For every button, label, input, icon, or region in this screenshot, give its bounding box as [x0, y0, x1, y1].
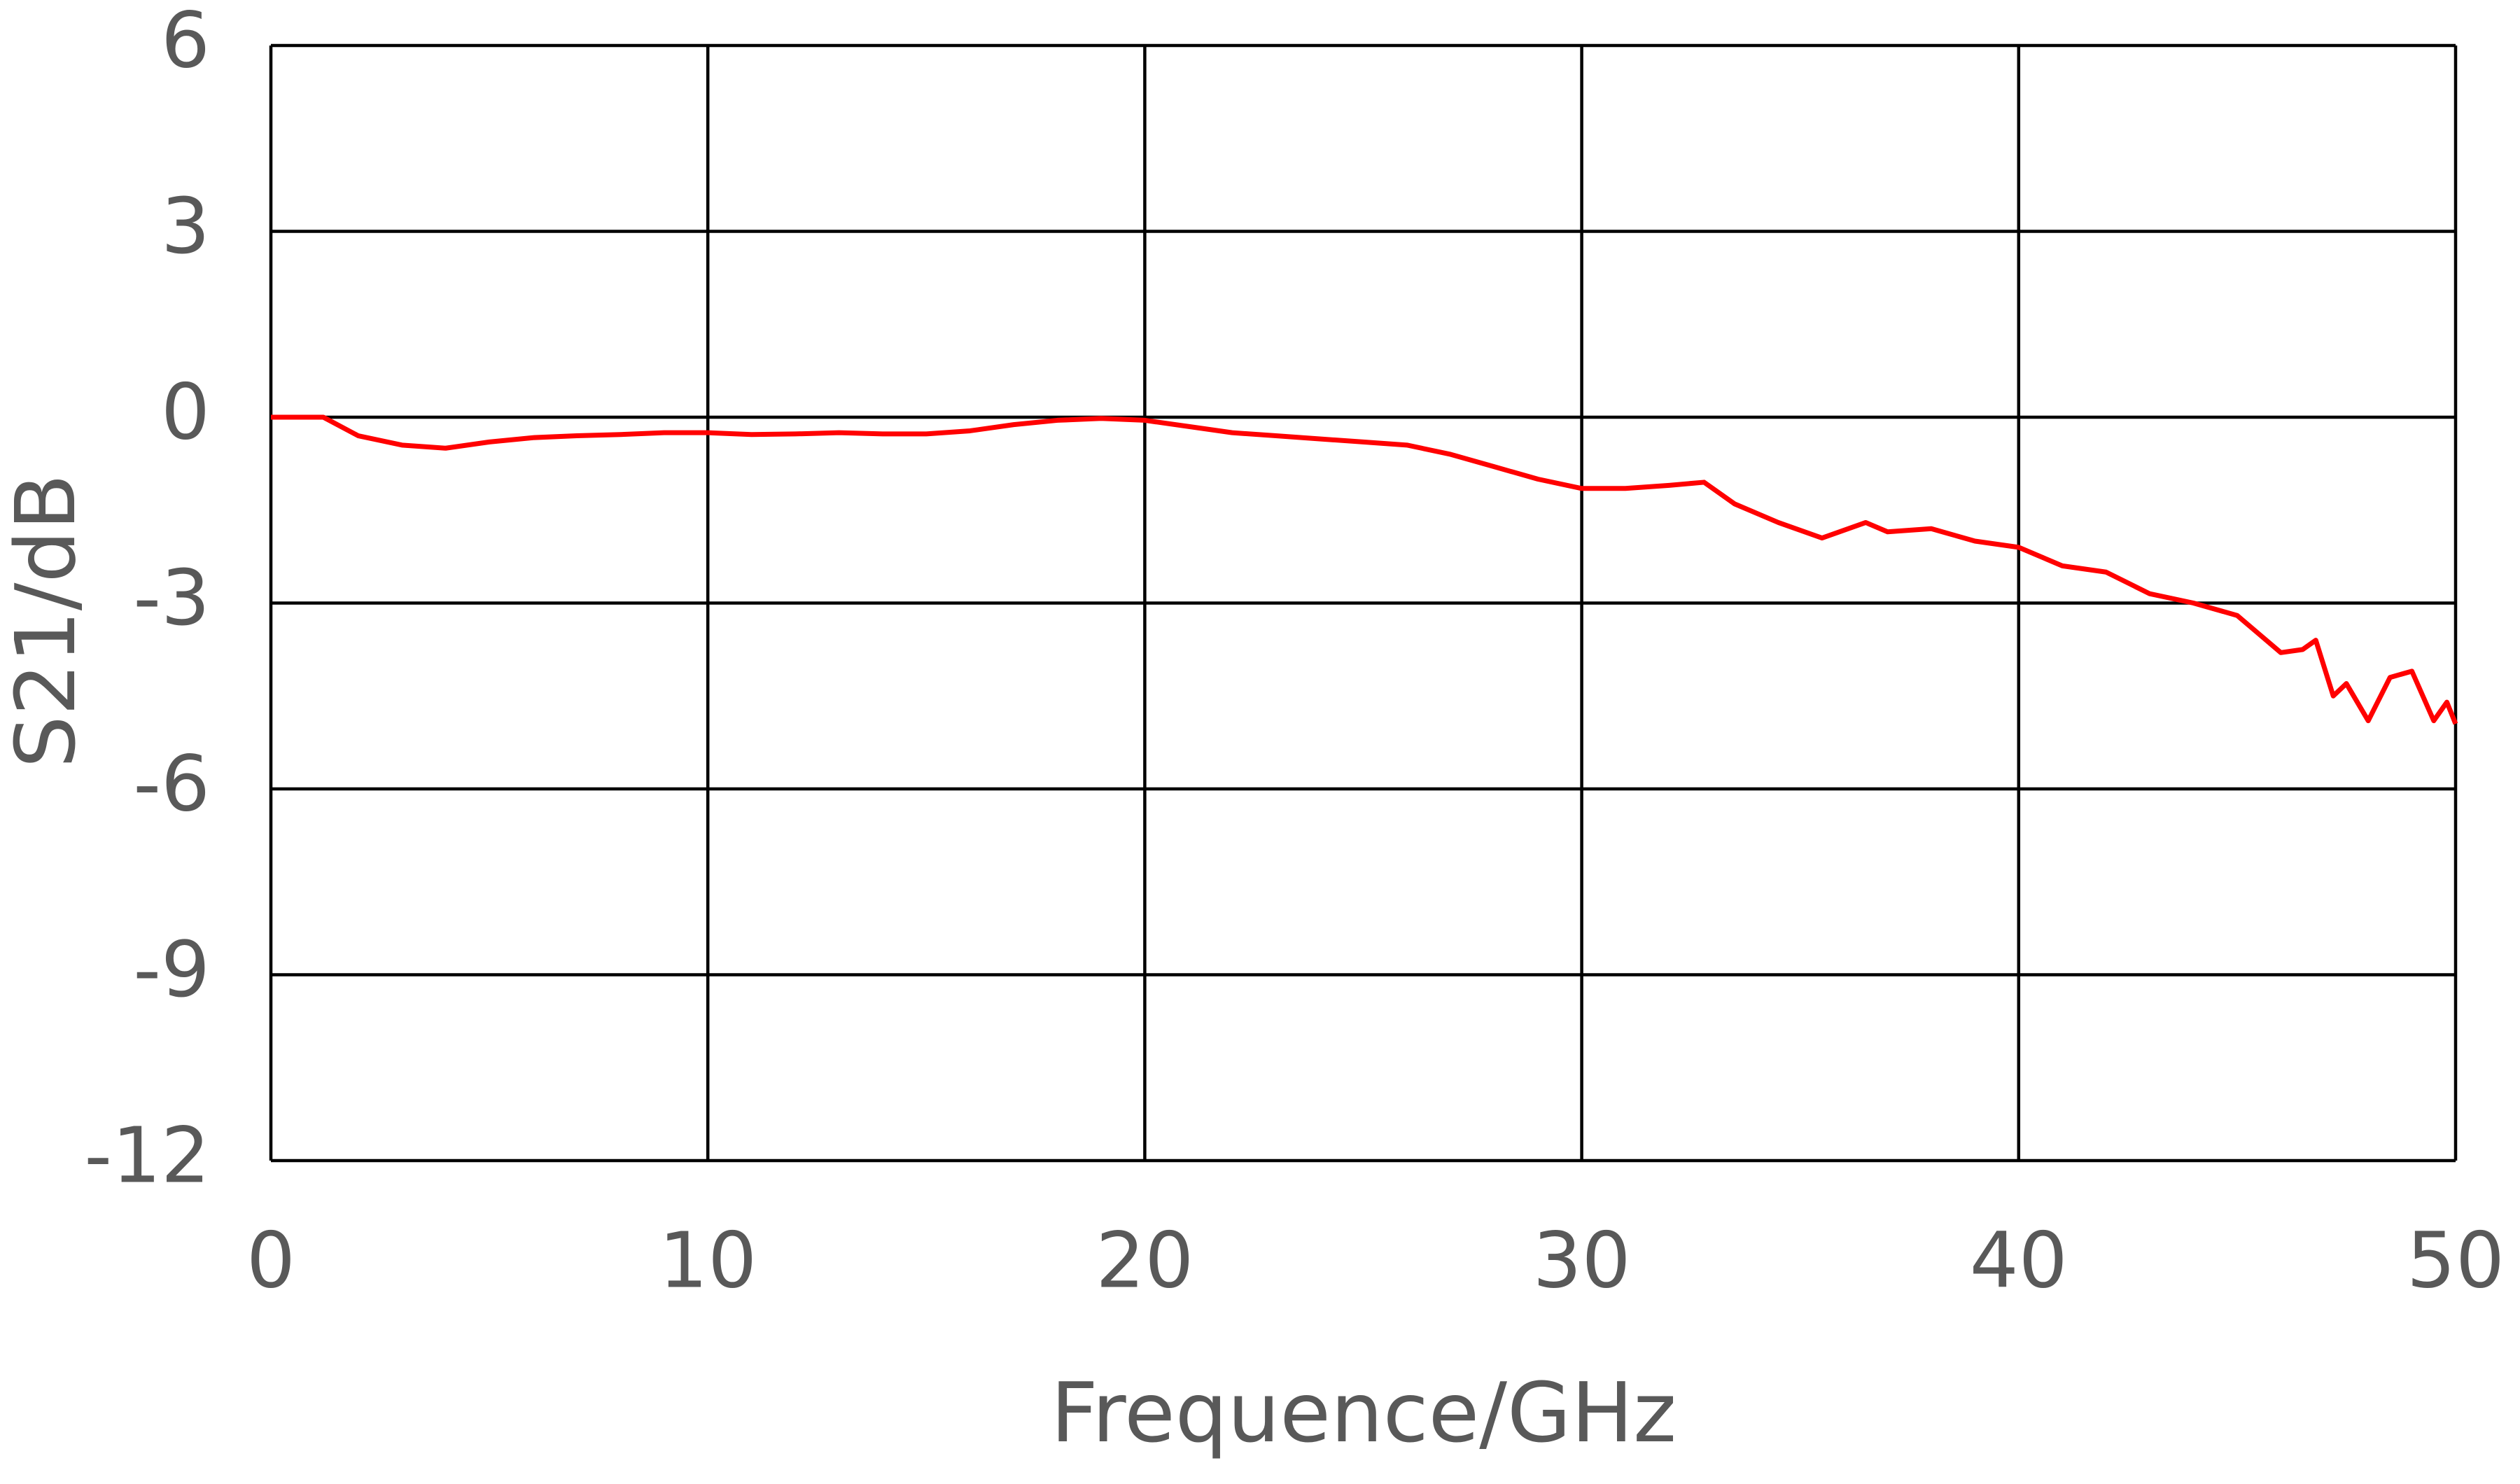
y-tick-label: -6: [133, 738, 210, 828]
y-tick-label: 0: [161, 367, 210, 456]
x-tick-label: 0: [246, 1215, 295, 1305]
x-axis-title: Frequence/GHz: [1051, 1364, 1676, 1461]
x-tick-label: 50: [2407, 1215, 2505, 1305]
x-tick-label: 40: [1970, 1215, 2068, 1305]
y-tick-label: -12: [84, 1110, 210, 1200]
x-tick-label: 30: [1533, 1215, 1631, 1305]
x-tick-label: 20: [1096, 1215, 1194, 1305]
y-tick-label: 6: [161, 0, 210, 85]
y-axis-title: S21/dB: [0, 474, 94, 769]
data-line: [271, 414, 2458, 725]
y-tick-label: -3: [133, 553, 210, 643]
y-tick-label: -9: [133, 925, 210, 1014]
y-tick-label: 3: [161, 181, 210, 271]
x-tick-label: 10: [659, 1215, 757, 1305]
